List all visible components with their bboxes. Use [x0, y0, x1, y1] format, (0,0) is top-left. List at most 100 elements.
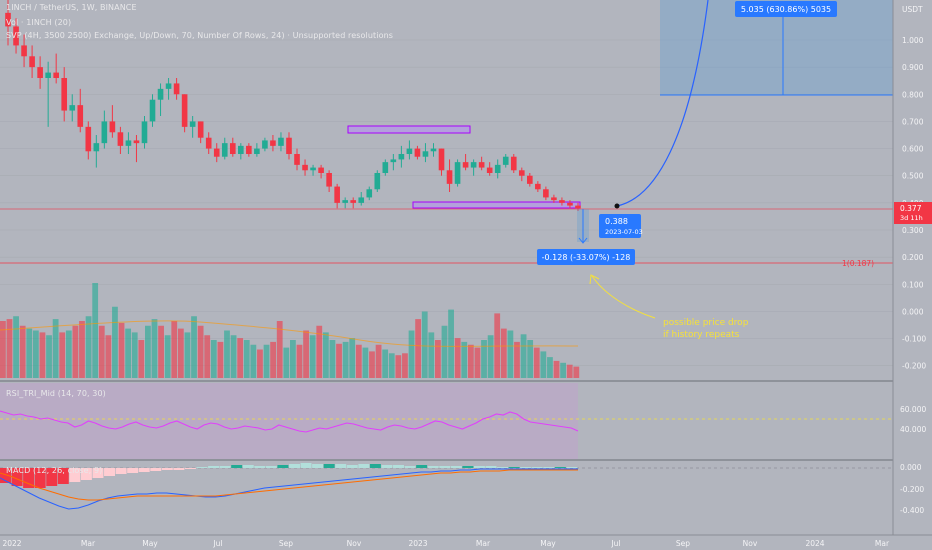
volume-bar — [276, 321, 283, 378]
candle-body — [350, 200, 357, 203]
candle-body — [462, 162, 469, 168]
volume-bar — [105, 335, 112, 378]
volume-bar — [355, 344, 362, 378]
macd-histogram-bar — [242, 465, 254, 468]
macd-pane[interactable] — [0, 463, 893, 510]
candle-body — [85, 126, 92, 152]
candle-body — [310, 167, 316, 171]
macd-histogram-bar — [104, 468, 115, 476]
volume-bar — [184, 332, 191, 378]
candle-body — [551, 197, 557, 201]
volume-bar — [553, 360, 560, 378]
macd-histogram-bar — [300, 463, 312, 468]
volume-bar — [362, 347, 369, 378]
candle-body — [262, 140, 268, 149]
macd-axis-ticks: 0.000 -0.200 -0.400 — [900, 463, 924, 515]
fib-level-label: 1(0.187) — [842, 259, 874, 268]
price-axis[interactable]: USDT 1.0000.9000.8000.7000.6000.5000.400… — [892, 0, 932, 535]
volume-bar — [197, 325, 204, 378]
candle-body — [446, 170, 453, 184]
candle-body — [197, 121, 204, 138]
price-tick-label: 0.300 — [902, 226, 924, 235]
candle-body — [502, 156, 509, 165]
candle-body — [133, 140, 140, 144]
candle-body — [77, 105, 84, 127]
volume-bar — [428, 332, 435, 378]
price-tick-label: 0.100 — [902, 280, 924, 289]
macd-histogram-bar — [554, 467, 566, 468]
candle-body — [326, 173, 332, 187]
drop-label: -0.128 (-33.07%) -128 — [542, 253, 631, 262]
candle-body — [366, 189, 373, 198]
candle-body — [141, 121, 148, 144]
volume-legend[interactable]: Vol · 1INCH (20) — [6, 18, 72, 27]
time-tick-label: Nov — [347, 539, 362, 548]
volume-bar — [395, 355, 402, 378]
rsi-line — [0, 410, 579, 433]
candle-body — [527, 175, 533, 184]
price-tick-label: 0.700 — [902, 117, 924, 126]
rsi-axis-ticks: 60.000 40.000 — [900, 405, 926, 434]
time-tick-label: May — [540, 539, 556, 548]
candle-body — [567, 202, 573, 206]
svp-legend[interactable]: SVP (4H, 3500 2500) Exchange, Up/Down, 7… — [6, 31, 394, 40]
candle-body — [93, 143, 100, 152]
volume-bar — [467, 344, 474, 378]
macd-histogram-bar — [543, 467, 555, 468]
macd-histogram-bar — [358, 464, 370, 468]
macd-histogram-bar — [473, 466, 485, 468]
drop-arrow-icon — [578, 237, 588, 244]
candle-body — [254, 148, 260, 154]
symbol-legend[interactable]: 1INCH / TetherUS, 1W, BINANCE — [6, 3, 137, 12]
volume-bar — [19, 325, 26, 378]
rsi-pane[interactable] — [0, 383, 893, 459]
candle-body — [406, 148, 413, 154]
volume-bar — [177, 328, 184, 378]
macd-histogram-bar — [11, 468, 23, 486]
volume-bar — [125, 328, 132, 378]
volume-bar — [92, 283, 99, 378]
volume-bar — [441, 325, 448, 378]
candle-body — [61, 78, 68, 111]
candle-body — [390, 159, 397, 163]
note-arrow-icon — [589, 274, 600, 285]
volume-bar — [487, 335, 494, 378]
volume-bar — [448, 309, 454, 378]
last-price-badge — [894, 202, 932, 224]
price-pane[interactable]: 5.035 (630.86%) 5035 0.388 2023-07-03 1(… — [0, 0, 893, 378]
volume-bar — [520, 334, 527, 378]
candle-body — [414, 148, 421, 157]
macd-histogram-bar — [450, 466, 462, 468]
time-tick-label: Jul — [212, 539, 222, 548]
rsi-legend[interactable]: RSI_TRI_Mid (14, 70, 30) — [6, 389, 106, 398]
volume-bar — [454, 338, 461, 378]
volume-bar — [388, 353, 395, 378]
time-tick-label: Mar — [875, 539, 890, 548]
volume-bar — [0, 321, 6, 378]
candle-body — [494, 164, 501, 173]
target-label-box — [735, 1, 837, 17]
candle-body — [213, 148, 220, 157]
macd-legend[interactable]: MACD (12, 26, close, 9) — [6, 466, 103, 475]
support-zone — [412, 201, 581, 209]
volume-bar — [26, 328, 33, 378]
volume-bar — [32, 330, 39, 378]
time-tick-label: Mar — [81, 539, 96, 548]
macd-histogram-bar — [497, 467, 509, 468]
volume-bar — [415, 319, 422, 378]
current-point-label: 0.388 — [605, 217, 628, 226]
volume-bar — [237, 338, 244, 378]
candle-body — [246, 145, 252, 154]
candle-body — [109, 121, 116, 133]
macd-histogram-bar — [254, 466, 266, 468]
drop-label-box — [537, 249, 635, 265]
countdown-label: 3d 11h — [900, 214, 923, 222]
volume-bar — [402, 353, 408, 378]
macd-histogram-bar — [265, 466, 277, 468]
volume-bar — [118, 322, 125, 378]
signal-line — [0, 469, 578, 501]
volume-bar — [112, 306, 118, 378]
time-axis[interactable]: 2022 Mar May Jul Sep Nov 2023 Mar May Jul Sep Nov 20… — [0, 534, 932, 548]
candle-body — [398, 154, 405, 160]
